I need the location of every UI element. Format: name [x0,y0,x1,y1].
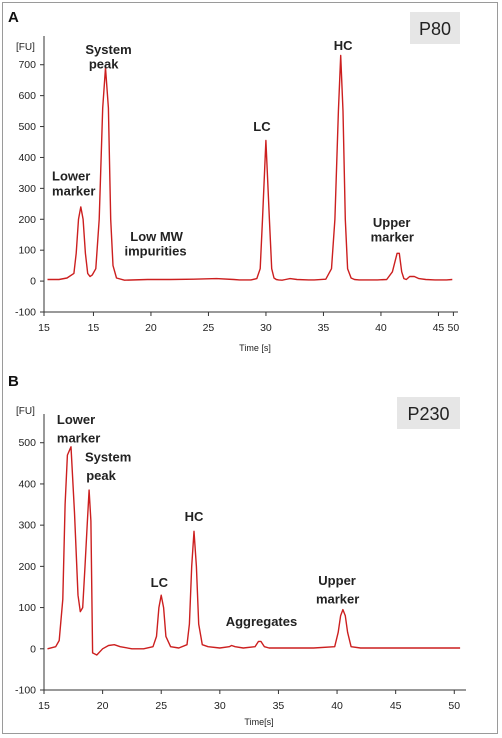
x-tick-label: 40 [375,322,387,334]
sample-label: P80 [419,19,451,39]
x-axis-label: Time [s] [239,343,271,353]
y-tick-label: 200 [18,214,36,226]
y-tick-label: 0 [30,276,36,288]
peak-annotation: marker [57,431,100,446]
panel-letter: A [8,9,19,26]
x-tick-label: 25 [203,322,215,334]
peak-annotation: Upper [318,573,356,588]
x-tick-label: 30 [214,700,226,712]
x-tick-label: 40 [331,700,343,712]
peak-annotation: LC [151,575,169,590]
x-tick-label: 15 [88,322,100,334]
peak-annotation: Aggregates [226,614,298,629]
x-tick-label: 35 [318,322,330,334]
sample-badge [410,12,460,44]
panel-b: B P230 [FU] -100 0 100 200 300 400 500 15 20 25 30 35 4… [8,373,466,727]
x-tick-label: 25 [155,700,167,712]
x-tick-label: 50 [448,322,460,334]
y-axis-unit: [FU] [16,42,35,53]
peak-annotation: Lower [52,169,90,184]
peak-annotation: Low MW [130,229,183,244]
x-tick-label: 30 [260,322,272,334]
y-tick-label: 100 [18,245,36,257]
x-tick-label: 20 [97,700,109,712]
peak-annotation: HC [334,38,353,53]
peak-annotation: peak [86,468,116,483]
peak-annotation: System [85,449,131,464]
x-tick-label: 50 [448,700,460,712]
x-tick-label: 20 [145,322,157,334]
x-tick-label: 35 [273,700,285,712]
x-axis-label: Time[s] [244,717,273,727]
y-axis-unit: [FU] [16,406,35,417]
y-tick-label: 300 [18,520,36,532]
y-tick-label: 300 [18,183,36,195]
y-tick-label: -100 [15,685,36,697]
peak-annotation: marker [52,183,95,198]
y-tick-label: 700 [18,59,36,71]
y-tick-label: 600 [18,90,36,102]
x-tick-label: 15 [38,322,50,334]
x-tick-label: 45 [390,700,402,712]
sample-badge [397,397,460,429]
peak-annotation: marker [371,230,414,245]
y-tick-label: 500 [18,121,36,133]
y-tick-label: 400 [18,478,36,490]
peak-annotation: peak [89,56,119,71]
peak-annotation: Upper [373,215,411,230]
peak-annotation: System [85,42,131,57]
peak-annotation: LC [253,119,271,134]
y-tick-label: 400 [18,152,36,164]
y-tick-label: 500 [18,437,36,449]
y-tick-label: -100 [15,307,36,319]
peak-annotation: impurities [125,244,187,259]
y-tick-label: 0 [30,643,36,655]
panel-letter: B [8,373,19,390]
y-tick-label: 200 [18,561,36,573]
peak-annotation: marker [316,591,359,606]
peak-annotation: Lower [57,412,95,427]
sample-label: P230 [407,404,449,424]
trace-line [47,446,461,656]
y-tick-label: 100 [18,602,36,614]
x-tick-label: 45 [433,322,445,334]
x-tick-label: 15 [38,700,50,712]
peak-annotation: HC [185,509,204,524]
trace-line [47,54,453,281]
panel-a: A P80 [FU] -100 0 100 200 300 400 500 600 700 15 15 20… [8,9,460,353]
